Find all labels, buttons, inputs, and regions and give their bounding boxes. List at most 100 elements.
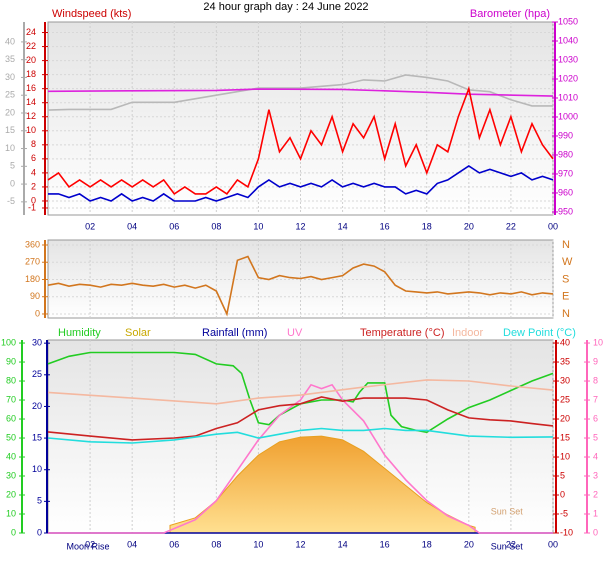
x-tick-label: 04 xyxy=(127,539,137,549)
x-tick-label: 20 xyxy=(464,221,474,231)
y2-tick-label: 1040 xyxy=(558,35,578,45)
y3-tick-label: 25 xyxy=(32,369,42,379)
x-tick-label: 16 xyxy=(380,221,390,231)
y-tick-label: 90 xyxy=(30,291,40,301)
x-tick-label: 04 xyxy=(127,221,137,231)
compass-label: N xyxy=(562,239,570,251)
y-tick-label: 16 xyxy=(26,83,36,93)
y-axis-label: Windspeed (kts) xyxy=(52,8,131,20)
compass-label: W xyxy=(562,256,573,268)
x-tick-label: 12 xyxy=(295,221,305,231)
x-tick-label: 20 xyxy=(464,539,474,549)
y4-tick-label: 7 xyxy=(593,394,598,404)
x-tick-label: 14 xyxy=(338,221,348,231)
y2-axis-label: Barometer (hpa) xyxy=(470,8,550,20)
annotation: Sun Set xyxy=(491,541,524,551)
y4-tick-label: 8 xyxy=(593,375,598,385)
x-tick-label: 00 xyxy=(548,221,558,231)
y3-tick-label: 0 xyxy=(37,527,42,537)
y-tick-label: 6 xyxy=(31,153,36,163)
y-tick-label: 180 xyxy=(25,274,40,284)
y-tick-label: 0 xyxy=(11,527,16,537)
line xyxy=(47,396,554,441)
line xyxy=(47,427,554,444)
line xyxy=(47,351,554,434)
x-tick-label: 14 xyxy=(338,539,348,549)
y4-tick-label: 6 xyxy=(593,413,598,423)
y2-tick-label: 970 xyxy=(558,168,573,178)
y-tick-label: 2 xyxy=(31,181,36,191)
y3-tick-label: 30 xyxy=(5,72,15,82)
legend-label: Dew Point (°C) xyxy=(503,327,576,339)
x-tick-label: 16 xyxy=(380,539,390,549)
y-tick-label: 270 xyxy=(25,257,40,267)
x-tick-label: 06 xyxy=(169,539,179,549)
line xyxy=(47,379,554,405)
y3-tick-label: 25 xyxy=(5,90,15,100)
y-tick-label: 50 xyxy=(6,432,16,442)
y3-tick-label: 15 xyxy=(32,432,42,442)
y4-tick-label: 9 xyxy=(593,356,598,366)
y2-tick-label: 10 xyxy=(560,451,570,461)
y4-tick-label: 4 xyxy=(593,451,598,461)
x-tick-label: 18 xyxy=(422,539,432,549)
y-tick-label: 60 xyxy=(6,413,16,423)
y-tick-label: 22 xyxy=(26,41,36,51)
y-tick-label: 30 xyxy=(6,470,16,480)
y-tick-label: 24 xyxy=(26,27,36,37)
y4-tick-label: 1 xyxy=(593,508,598,518)
y2-tick-label: 35 xyxy=(560,356,570,366)
y-tick-label: 8 xyxy=(31,139,36,149)
x-tick-label: 10 xyxy=(253,221,263,231)
y2-tick-label: 1010 xyxy=(558,92,578,102)
chart-title: 24 hour graph day : 24 June 2022 xyxy=(203,1,368,13)
y3-tick-label: 5 xyxy=(37,496,42,506)
y4-tick-label: 10 xyxy=(593,337,603,347)
y2-tick-label: 950 xyxy=(558,206,573,216)
y2-tick-label: 20 xyxy=(560,413,570,423)
y2-tick-label: 25 xyxy=(560,394,570,404)
x-tick-label: 22 xyxy=(506,221,516,231)
y4-tick-label: 2 xyxy=(593,489,598,499)
y-tick-label: 90 xyxy=(6,356,16,366)
x-tick-label: 00 xyxy=(548,539,558,549)
y-tick-label: 80 xyxy=(6,375,16,385)
y3-tick-label: 40 xyxy=(5,36,15,46)
y2-tick-label: 1030 xyxy=(558,54,578,64)
y2-tick-label: 990 xyxy=(558,130,573,140)
line xyxy=(48,383,553,534)
legend-label: Indoor xyxy=(452,327,484,339)
y-tick-label: 0 xyxy=(35,308,40,318)
compass-label: S xyxy=(562,273,569,285)
y4-tick-label: 0 xyxy=(593,527,598,537)
line xyxy=(47,85,554,195)
y-tick-label: 12 xyxy=(26,111,36,121)
y-tick-label: 0 xyxy=(31,195,36,205)
y-tick-label: 18 xyxy=(26,69,36,79)
legend-label: Humidity xyxy=(58,327,101,339)
y2-tick-label: 5 xyxy=(560,470,565,480)
y-tick-label: -1 xyxy=(28,202,36,212)
y3-tick-label: 5 xyxy=(10,161,15,171)
annotation: Moon Rise xyxy=(66,541,109,551)
y-tick-label: 40 xyxy=(6,451,16,461)
y2-tick-label: 980 xyxy=(558,149,573,159)
y3-tick-label: -5 xyxy=(7,196,15,206)
y2-tick-label: -5 xyxy=(560,508,568,518)
y3-tick-label: 35 xyxy=(5,54,15,64)
annotation: Sun Set xyxy=(491,506,524,516)
x-tick-label: 22 xyxy=(506,539,516,549)
y-tick-label: 20 xyxy=(6,489,16,499)
x-tick-label: 02 xyxy=(85,539,95,549)
y-tick-label: 4 xyxy=(31,167,36,177)
legend-label: Rainfall (mm) xyxy=(202,327,267,339)
y2-tick-label: 30 xyxy=(560,375,570,385)
line xyxy=(47,74,553,111)
y3-tick-label: 20 xyxy=(5,107,15,117)
legend-label: Temperature (°C) xyxy=(360,327,444,339)
y2-tick-label: 960 xyxy=(558,187,573,197)
y2-tick-label: 1000 xyxy=(558,111,578,121)
line xyxy=(47,88,554,97)
line xyxy=(48,164,554,202)
